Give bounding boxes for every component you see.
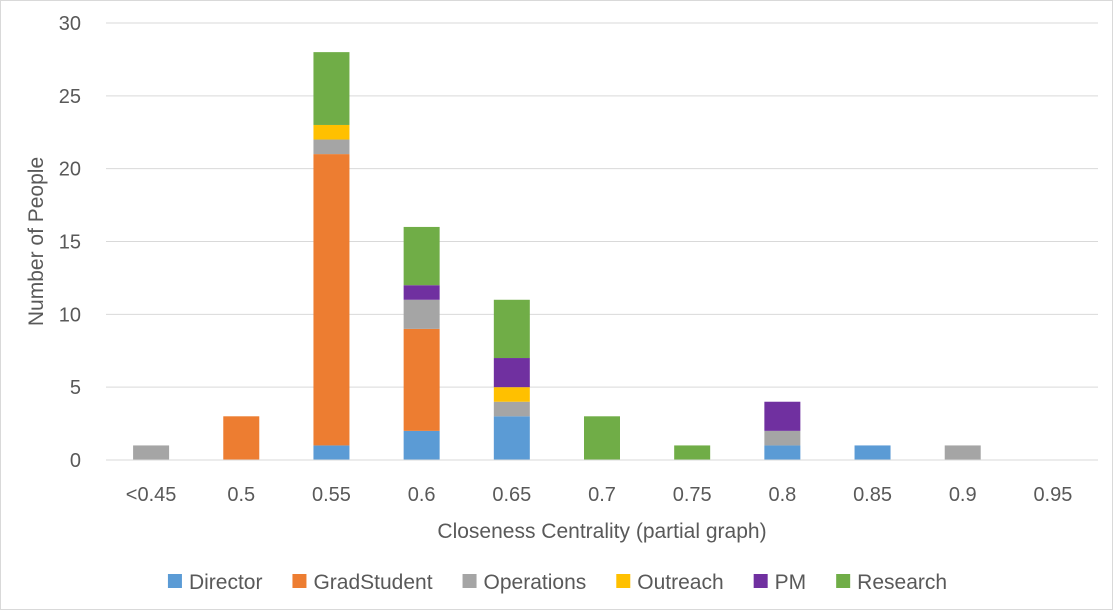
y-axis-ticks: 0 5 10 15 20 25 30 (59, 13, 81, 472)
bar-segment-director (854, 445, 891, 460)
y-tick-label: 25 (59, 86, 81, 108)
y-axis-title: Number of People (25, 157, 48, 326)
legend-item-outreach: Outreach (616, 571, 724, 594)
bar-segment-pm (403, 285, 440, 300)
legend-swatch (836, 574, 851, 588)
legend-label: Outreach (637, 571, 723, 594)
x-tick-label: 0.75 (673, 484, 712, 506)
legend-item-gradstudent: GradStudent (292, 571, 433, 594)
x-tick-label: 0.9 (949, 484, 977, 506)
bar-segment-outreach (493, 387, 530, 402)
bar-segment-research (493, 299, 530, 359)
bar-segment-operations (313, 139, 350, 155)
x-tick-label: 0.55 (312, 484, 351, 506)
legend-item-pm: PM (753, 571, 807, 594)
y-tick-label: 10 (59, 304, 81, 326)
legend-swatch (753, 574, 768, 588)
bar-segment-research (674, 445, 711, 460)
bar-segment-pm (764, 401, 801, 431)
legend-swatch (292, 574, 307, 588)
legend-item-research: Research (836, 571, 947, 594)
y-tick-label: 30 (59, 13, 81, 35)
y-tick-label: 15 (59, 232, 81, 254)
legend-swatch (616, 574, 631, 588)
bar-segment-pm (493, 358, 530, 388)
bar-segment-research (313, 52, 350, 125)
legend: Director GradStudent Operations Outreach PM R… (167, 571, 947, 594)
y-tick-label: 0 (70, 450, 81, 472)
bar-segment-operations (493, 401, 530, 417)
bar-segment-gradstudent (223, 416, 260, 460)
bar-segment-director (313, 445, 350, 460)
bar-segment-operations (133, 445, 170, 460)
bar-segment-operations (944, 445, 981, 460)
x-tick-label: 0.5 (227, 484, 255, 506)
legend-label: PM (775, 571, 807, 594)
bar-segment-operations (764, 430, 801, 446)
bar-segment-director (764, 445, 801, 460)
legend-item-operations: Operations (462, 571, 587, 594)
bar-segment-director (493, 416, 530, 460)
bars (133, 52, 981, 460)
y-tick-label: 5 (70, 377, 81, 399)
legend-label: Director (189, 571, 263, 594)
x-tick-label: 0.6 (408, 484, 436, 506)
bar-segment-research (584, 416, 620, 460)
y-tick-label: 20 (59, 159, 81, 181)
bar-segment-gradstudent (313, 154, 350, 446)
bar-segment-operations (403, 299, 440, 329)
gridlines (106, 22, 1098, 388)
x-tick-label: 0.95 (1033, 484, 1072, 506)
x-tick-label: 0.7 (588, 484, 616, 506)
legend-item-director: Director (167, 571, 263, 594)
bar-segment-outreach (313, 124, 350, 140)
x-tick-label: 0.65 (492, 484, 531, 506)
legend-label: Operations (484, 571, 587, 594)
bar-segment-research (403, 226, 440, 286)
x-axis-ticks: <0.45 0.5 0.55 0.6 0.65 0.7 0.75 0.8 0.85 0.9 0.95 (126, 484, 1073, 506)
legend-swatch (462, 574, 477, 588)
x-tick-label: <0.45 (126, 484, 177, 506)
legend-swatch (167, 574, 182, 588)
bar-segment-gradstudent (403, 328, 440, 431)
legend-label: GradStudent (313, 571, 432, 594)
legend-label: Research (857, 571, 947, 594)
bar-segment-director (403, 430, 440, 460)
x-tick-label: 0.85 (853, 484, 892, 506)
x-axis-title: Closeness Centrality (partial graph) (437, 520, 766, 543)
x-tick-label: 0.8 (768, 484, 796, 506)
